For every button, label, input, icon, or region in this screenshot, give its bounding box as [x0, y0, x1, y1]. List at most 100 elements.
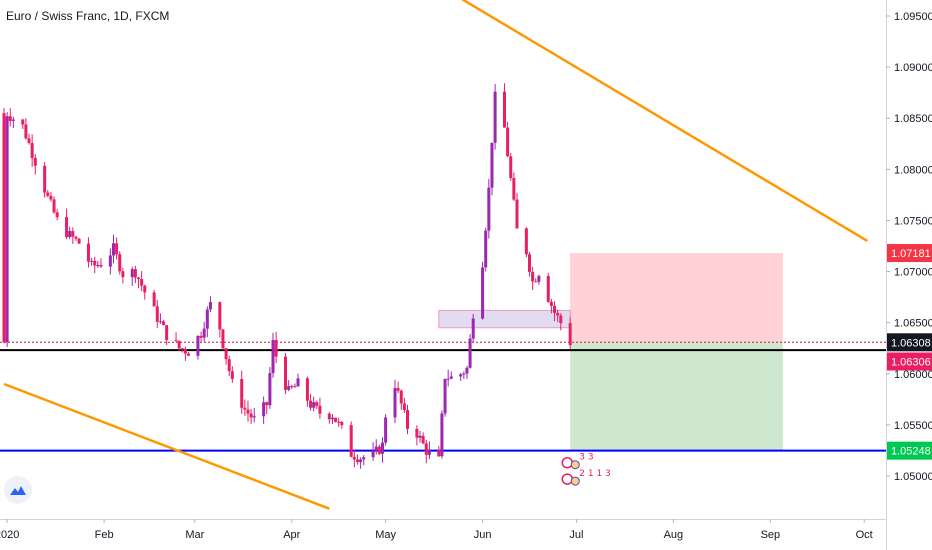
candle-body[interactable] [71, 231, 75, 237]
candle-body[interactable] [415, 428, 419, 438]
candle-body[interactable] [534, 281, 538, 283]
candle-body[interactable] [546, 275, 550, 302]
event-marker-icon[interactable] [570, 460, 580, 470]
candle-body[interactable] [352, 456, 356, 460]
candle-body[interactable] [396, 388, 400, 391]
candle-body[interactable] [462, 373, 466, 375]
candle-body[interactable] [374, 446, 378, 451]
trendline-1[interactable] [3, 382, 330, 510]
candle-body[interactable] [318, 405, 322, 414]
candle-body[interactable] [446, 378, 450, 380]
candle-body[interactable] [52, 199, 56, 213]
candle-body[interactable] [5, 116, 9, 343]
candle-body[interactable] [502, 91, 506, 128]
candle-body[interactable] [334, 417, 338, 422]
candle-body[interactable] [528, 254, 532, 272]
event-marker-icon[interactable] [561, 456, 574, 469]
candle-body[interactable] [155, 306, 159, 322]
candle-body[interactable] [312, 402, 316, 408]
candle-body[interactable] [471, 318, 475, 339]
candle-body[interactable] [174, 340, 178, 342]
candle-body[interactable] [133, 269, 137, 278]
trendline-0[interactable] [439, 0, 868, 242]
candle-body[interactable] [265, 402, 269, 406]
candle-body[interactable] [96, 265, 100, 267]
price-label-badge[interactable] [887, 352, 932, 371]
event-marker-icon[interactable] [561, 473, 574, 485]
candle-body[interactable] [252, 416, 256, 418]
candle-body[interactable] [137, 277, 141, 280]
candle-body[interactable] [553, 305, 557, 313]
candle-body[interactable] [537, 275, 541, 282]
candle-body[interactable] [399, 390, 403, 404]
candle-body[interactable] [459, 374, 463, 377]
candle-body[interactable] [11, 119, 15, 121]
candle-body[interactable] [340, 421, 344, 426]
candle-body[interactable] [65, 217, 69, 238]
candle-body[interactable] [21, 119, 25, 125]
candle-body[interactable] [337, 421, 341, 423]
candle-body[interactable] [93, 260, 97, 266]
position-stop-zone[interactable] [570, 342, 783, 451]
candle-body[interactable] [108, 255, 112, 267]
event-marker-icon[interactable] [570, 476, 580, 486]
candle-body[interactable] [199, 335, 203, 338]
candle-body[interactable] [152, 292, 156, 307]
candle-body[interactable] [46, 192, 50, 196]
candle-body[interactable] [140, 279, 144, 286]
candle-body[interactable] [512, 177, 516, 200]
candle-body[interactable] [437, 449, 441, 457]
candle-body[interactable] [293, 386, 297, 388]
candle-body[interactable] [187, 353, 191, 356]
candle-body[interactable] [8, 116, 12, 121]
candle-body[interactable] [506, 127, 510, 157]
position-target-zone[interactable] [570, 253, 783, 343]
candle-body[interactable] [227, 359, 231, 372]
candle-body[interactable] [377, 446, 381, 454]
candle-body[interactable] [349, 425, 353, 457]
candle-body[interactable] [330, 417, 334, 420]
candle-body[interactable] [443, 378, 447, 414]
candle-body[interactable] [559, 315, 563, 324]
candle-body[interactable] [143, 285, 147, 293]
candle-body[interactable] [402, 403, 406, 411]
candle-body[interactable] [205, 309, 209, 329]
candle-body[interactable] [531, 271, 535, 282]
candle-body[interactable] [449, 376, 453, 379]
candle-body[interactable] [268, 373, 272, 406]
candle-body[interactable] [274, 340, 278, 357]
candle-body[interactable] [224, 348, 228, 360]
candle-body[interactable] [327, 413, 331, 420]
candle-body[interactable] [362, 457, 366, 460]
candle-body[interactable] [424, 443, 428, 455]
candle-body[interactable] [180, 348, 184, 350]
candle-body[interactable] [246, 409, 250, 414]
candle-body[interactable] [406, 410, 410, 429]
tradingview-logo-icon[interactable] [4, 476, 32, 504]
candle-body[interactable] [68, 231, 72, 238]
candle-body[interactable] [262, 402, 266, 417]
candle-body[interactable] [309, 400, 313, 408]
candle-body[interactable] [384, 417, 388, 443]
candle-body[interactable] [515, 199, 519, 229]
candle-body[interactable] [130, 269, 134, 278]
candle-body[interactable] [183, 349, 187, 354]
candle-body[interactable] [296, 378, 300, 387]
candle-body[interactable] [249, 413, 253, 418]
candle-body[interactable] [30, 143, 34, 158]
candle-body[interactable] [481, 267, 485, 319]
candle-body[interactable] [465, 367, 469, 374]
candle-body[interactable] [2, 113, 6, 343]
candle-body[interactable] [243, 407, 247, 410]
candle-body[interactable] [290, 386, 294, 388]
price-label-badge[interactable] [887, 244, 932, 263]
candle-body[interactable] [111, 243, 115, 256]
candle-body[interactable] [118, 254, 122, 272]
candle-body[interactable] [380, 442, 384, 454]
candle-body[interactable] [468, 338, 472, 368]
price-label-badge[interactable] [887, 333, 932, 352]
candle-body[interactable] [115, 243, 119, 255]
candle-body[interactable] [305, 378, 309, 401]
candle-body[interactable] [218, 302, 222, 330]
